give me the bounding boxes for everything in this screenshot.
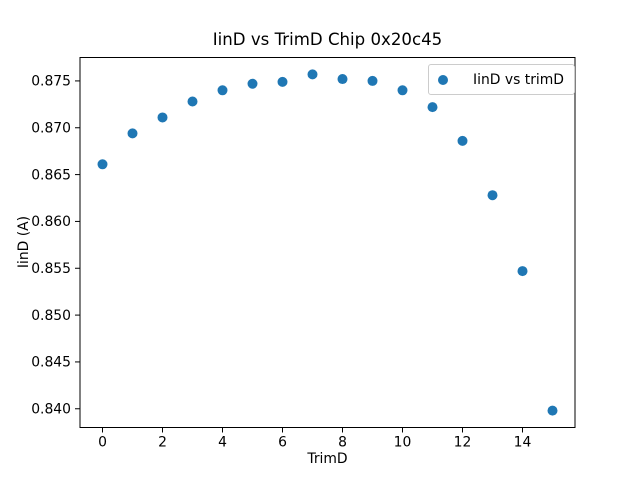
x-tick-label: 4 [218,435,227,451]
y-tick-label: 0.855 [31,261,71,277]
data-point [157,112,168,123]
y-tick-label: 0.840 [31,402,71,418]
data-point [427,102,438,113]
y-tick-label: 0.875 [31,74,71,90]
x-tick-label: 12 [454,435,472,451]
x-tick-label: 8 [338,435,347,451]
x-axis-label: TrimD [307,451,348,467]
data-point [487,190,498,201]
y-tick-label: 0.870 [31,121,71,137]
data-point [457,135,468,146]
axes-spines [79,57,576,428]
chart-title: IinD vs TrimD Chip 0x20c45 [212,30,443,49]
data-point [337,74,348,85]
data-point [127,128,138,139]
data-point [367,75,378,86]
x-tick-label: 2 [158,435,167,451]
data-point [397,85,408,96]
data-point [217,85,228,96]
x-tick-label: 10 [394,435,412,451]
y-tick-label: 0.860 [31,214,71,230]
data-point [247,78,258,89]
data-point [547,405,558,416]
y-tick-label: 0.865 [31,167,71,183]
x-tick-label: 14 [514,435,532,451]
data-point [277,76,288,87]
y-tick-label: 0.850 [31,308,71,324]
legend-marker-dot [438,74,448,85]
data-point [307,69,318,80]
legend-label: IinD vs trimD [473,71,564,88]
data-point [187,96,198,107]
x-tick-label: 0 [98,435,107,451]
x-tick-label: 6 [278,435,287,451]
legend: IinD vs trimD [428,64,575,95]
data-point [97,159,108,170]
y-axis-label: IinD (A) [16,215,32,269]
data-point [517,266,528,277]
y-tick-label: 0.845 [31,355,71,371]
